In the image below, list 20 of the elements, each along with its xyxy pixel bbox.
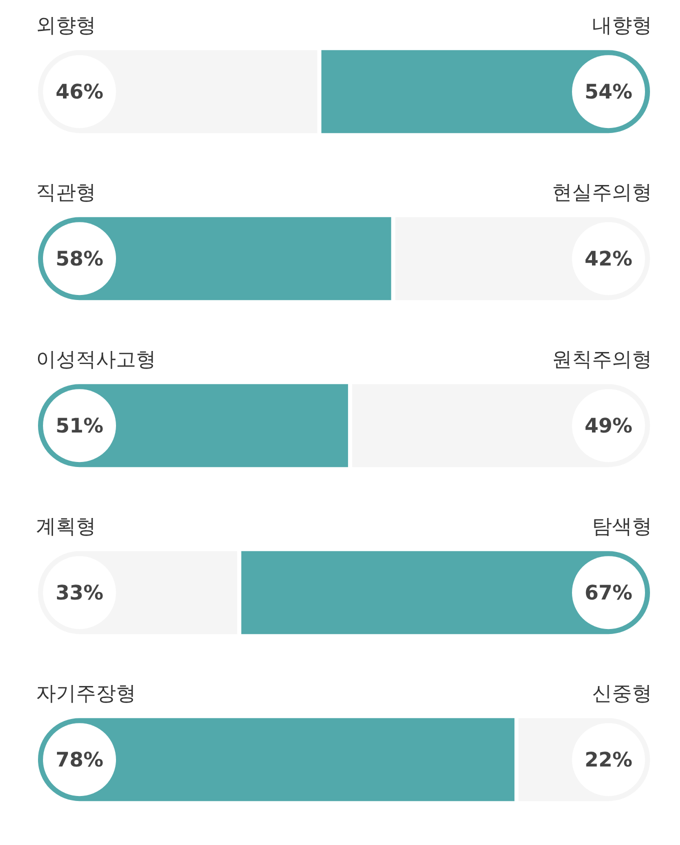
annotation: 내향형 [592, 13, 652, 38]
data-label: 46% [56, 80, 104, 104]
data-label: 51% [56, 414, 104, 438]
data-label: 78% [56, 748, 104, 772]
data-label: 22% [584, 748, 632, 772]
data-label: 42% [584, 246, 632, 271]
annotation: 신중형 [592, 681, 652, 706]
data-label: 33% [56, 580, 104, 605]
data-label: 49% [584, 414, 632, 438]
y-tick-label: 이성적사고형 [36, 347, 156, 372]
y-tick-label: 자기주장형 [36, 681, 136, 706]
data-label: 67% [584, 580, 632, 605]
data-label: 58% [56, 246, 104, 271]
annotation: 원칙주의형 [552, 347, 652, 372]
y-tick-label: 계획형 [36, 514, 96, 538]
data-label: 54% [584, 80, 632, 104]
y-tick-label: 직관형 [36, 180, 96, 204]
annotation: 현실주의형 [552, 180, 652, 204]
annotation: 탐색형 [592, 514, 652, 538]
y-tick-label: 외향형 [36, 13, 96, 38]
